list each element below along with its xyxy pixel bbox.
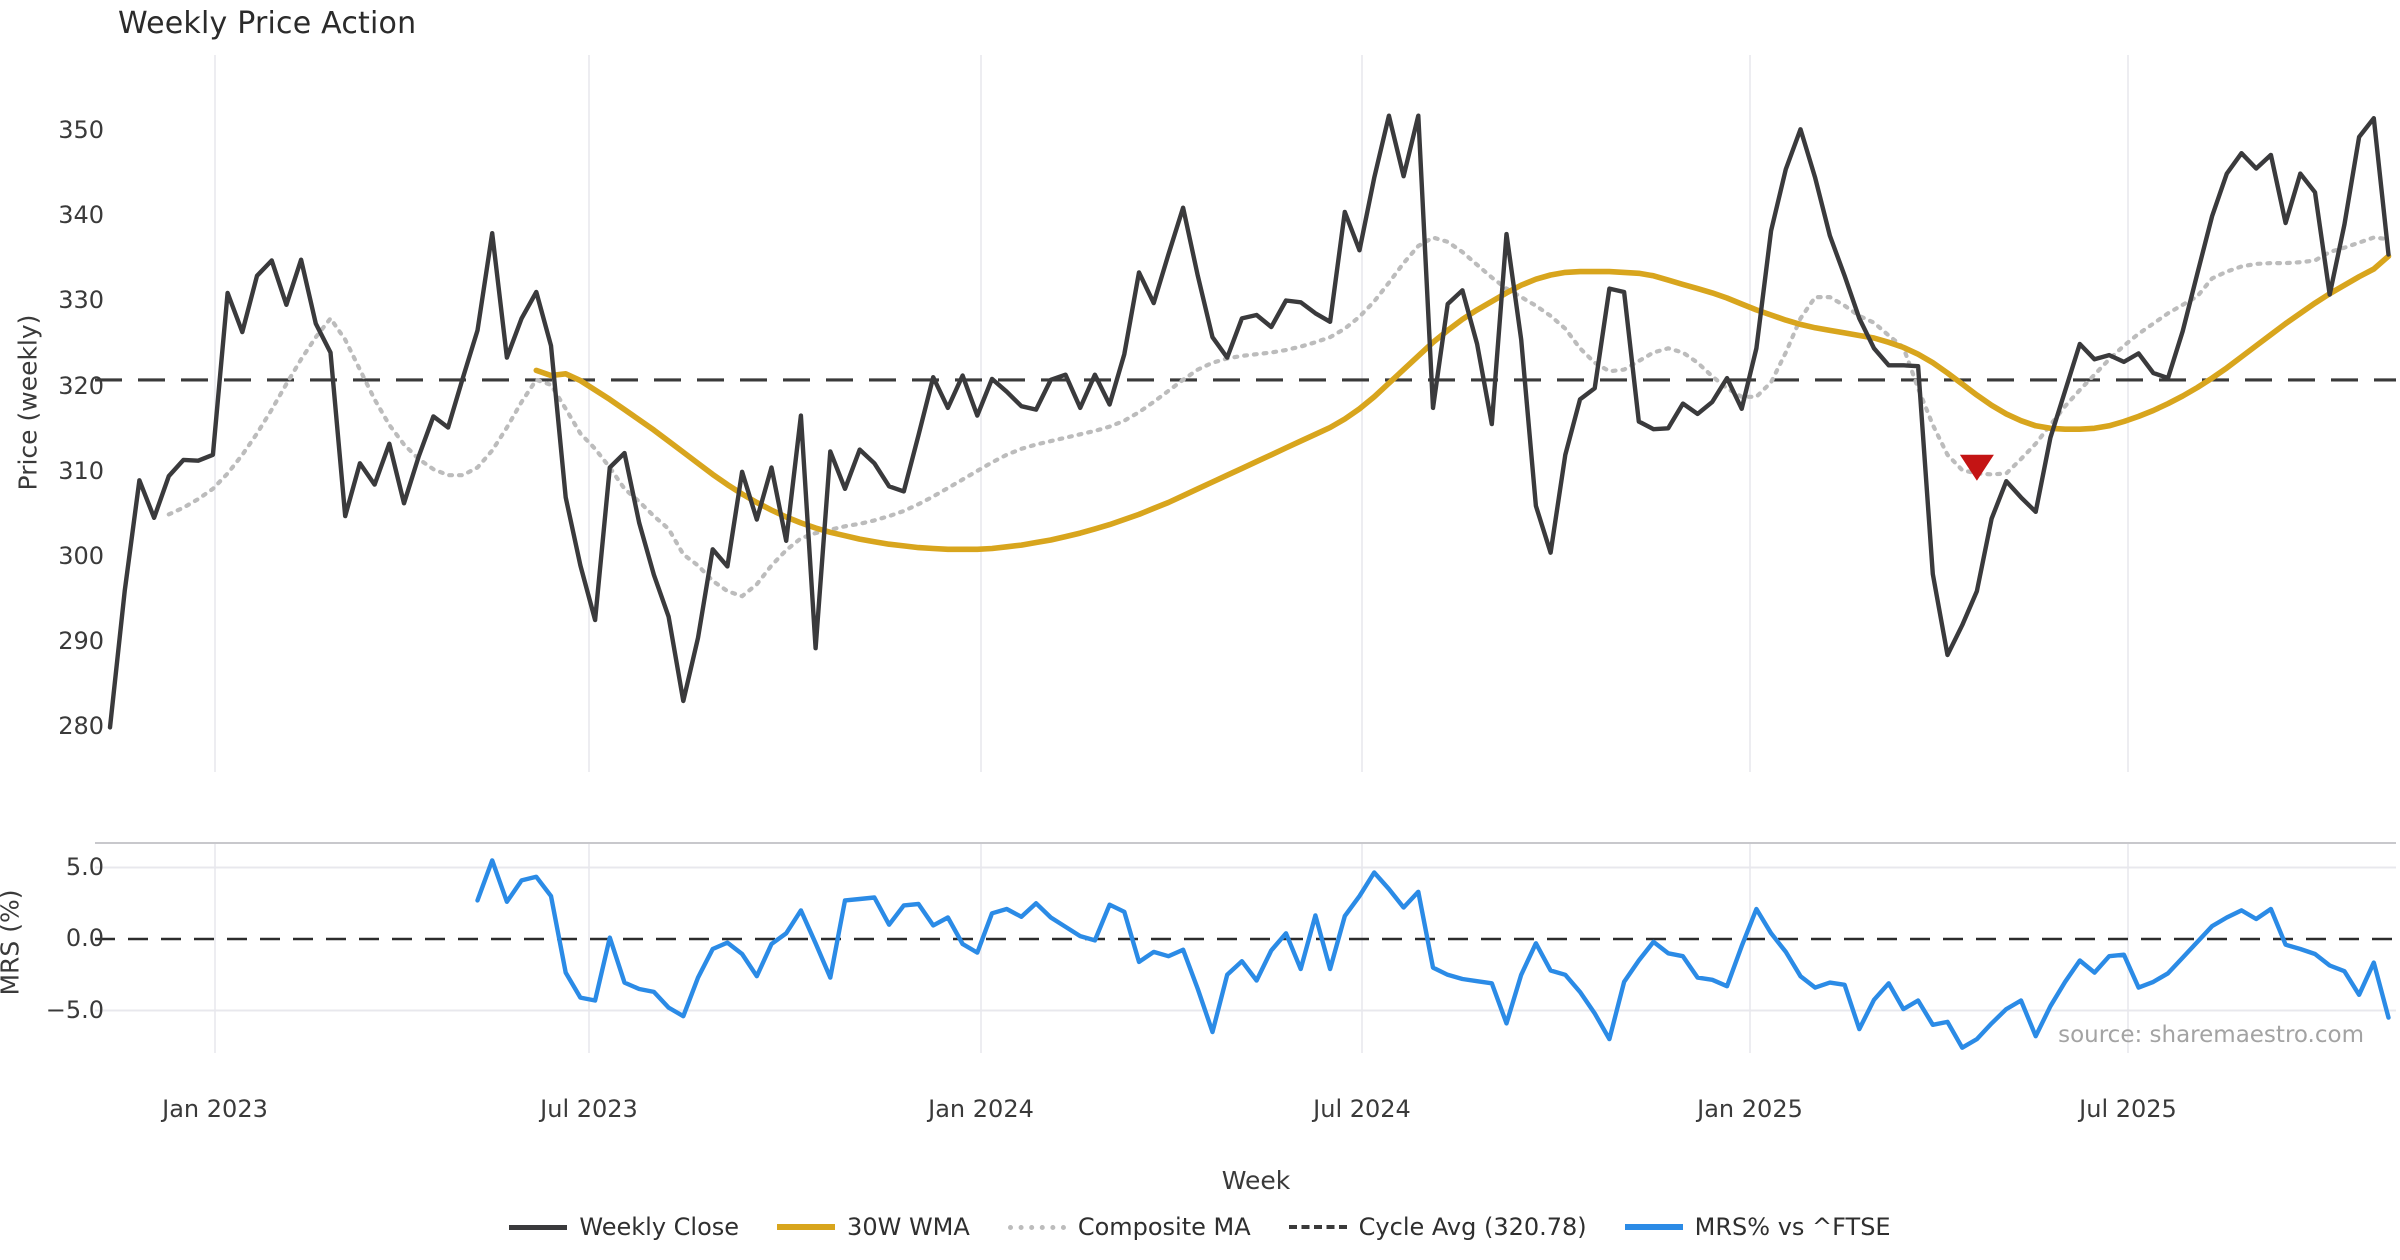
legend: Weekly Close 30W WMA Composite MA Cycle … — [0, 1204, 2400, 1250]
price-tick-label: 350 — [58, 116, 104, 144]
x-tick-label: Jan 2025 — [1697, 1095, 1803, 1123]
wma-30w-line — [533, 253, 2392, 553]
price-tick-label: 290 — [58, 627, 104, 656]
weekly-close-line-swatch-icon — [509, 1224, 568, 1230]
x-tick-label: Jul 2023 — [540, 1095, 638, 1123]
composite-ma-line-swatch-icon — [1007, 1224, 1066, 1230]
legend-label: Weekly Close — [579, 1213, 740, 1241]
legend-label: Composite MA — [1077, 1213, 1251, 1241]
legend-item-cycle-avg: Cycle Avg (320.78) — [1288, 1213, 1587, 1241]
legend-item-composite-ma: Composite MA — [1007, 1213, 1251, 1241]
x-axis-label: Week — [1221, 1166, 1291, 1195]
price-tick-label: 280 — [58, 712, 104, 741]
wma-line-swatch-icon — [777, 1224, 836, 1230]
legend-label: Cycle Avg (320.78) — [1358, 1213, 1587, 1241]
x-tick-label: Jan 2024 — [928, 1095, 1034, 1123]
price-tick-label: 300 — [58, 542, 104, 570]
mrs-axis-label: MRS (%) — [0, 889, 25, 996]
legend-item-wma: 30W WMA — [777, 1213, 970, 1241]
price-tick-label: 310 — [58, 456, 104, 485]
mrs-tick-label: 5.0 — [65, 852, 104, 881]
weekly-close-line — [107, 113, 2391, 730]
x-tick-label: Jul 2025 — [2079, 1095, 2177, 1123]
x-tick-label: Jul 2024 — [1313, 1095, 1411, 1123]
legend-label: MRS% vs ^FTSE — [1694, 1213, 1891, 1241]
legend-item-mrs: MRS% vs ^FTSE — [1624, 1213, 1891, 1241]
mrs-line — [475, 858, 2391, 1050]
price-tick-label: 330 — [58, 286, 104, 315]
legend-item-weekly-close: Weekly Close — [509, 1213, 739, 1241]
sell-signal-marker-icon — [1959, 454, 1994, 481]
cycle-avg-line-swatch-icon — [1288, 1225, 1347, 1229]
source-note: source: sharemaestro.com — [2058, 1022, 2364, 1048]
mrs-tick-label: −5.0 — [45, 995, 104, 1024]
price-tick-label: 340 — [58, 201, 104, 230]
legend-label: 30W WMA — [847, 1213, 970, 1241]
composite-ma-line — [166, 235, 2391, 599]
mrs-tick-label: 0.0 — [65, 924, 104, 952]
x-tick-label: Jan 2023 — [162, 1095, 268, 1123]
price-tick-label: 320 — [58, 371, 104, 400]
chart-title: Weekly Price Action — [118, 6, 417, 41]
mrs-line-swatch-icon — [1624, 1224, 1683, 1230]
